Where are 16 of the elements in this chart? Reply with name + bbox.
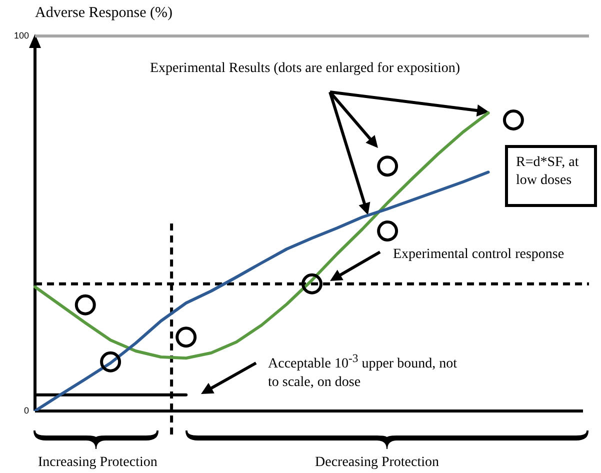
point: [377, 220, 398, 242]
point: [377, 156, 398, 177]
point: [100, 351, 122, 372]
point: [176, 326, 197, 348]
point: [502, 110, 524, 130]
ref-line-label: Experimental control response: [393, 246, 564, 264]
annotation: Acceptable 10$^{-3}$ upper bound, not to scale, on dose: [268, 351, 458, 392]
y-tick-label: 0: [24, 405, 29, 416]
y-axis-title: Adverse Response (%): [35, 4, 172, 22]
annotation: R=d*SF, at low doses: [505, 145, 597, 207]
annotation: Experimental Results (dots are enlarged for exposition): [150, 60, 460, 78]
y-tick-label: 100: [14, 30, 29, 40]
point: [302, 273, 322, 294]
text: Decreasing Protection: [315, 454, 440, 472]
text: Increasing Protection: [38, 454, 158, 472]
point: [74, 294, 96, 316]
